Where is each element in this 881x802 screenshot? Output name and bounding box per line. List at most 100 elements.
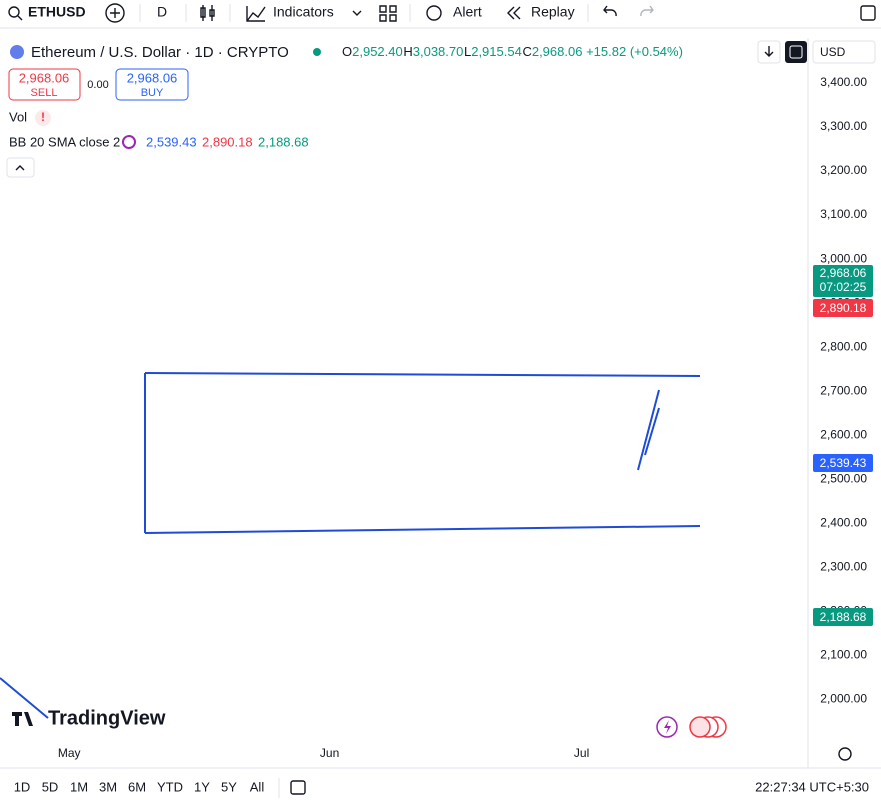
currency[interactable]: USD [820,45,846,59]
last-price: 2,968.06 [820,266,867,280]
range-button[interactable]: 1M [70,779,88,794]
y-tick-label: 2,600.00 [820,427,867,441]
clock[interactable]: 22:27:34 UTC+5:30 [755,779,869,794]
y-tick-label: 3,300.00 [820,119,867,133]
redo[interactable] [640,5,654,17]
time-axis: May Jun Jul [58,746,589,760]
range-button[interactable]: 5Y [221,779,237,794]
range-button[interactable]: 1Y [194,779,210,794]
range-button[interactable]: All [250,779,265,794]
x-tick-label: Jul [574,746,589,760]
trend-line[interactable] [0,677,49,719]
volume-label[interactable]: Vol [9,109,27,124]
collapse-icon [15,165,25,171]
y-tick-label: 2,500.00 [820,471,867,485]
alert-button[interactable]: Alert [453,4,482,20]
price-scale: 2,000.002,100.002,200.002,300.002,400.00… [820,75,867,706]
replay-button[interactable]: Replay [531,4,575,20]
indicator-name[interactable]: BB 20 SMA close 2 [9,134,120,149]
lower-band-box [813,608,873,626]
y-tick-label: 3,000.00 [820,251,867,265]
last-price-box [813,265,873,297]
y-tick-label: 3,200.00 [820,163,867,177]
interval[interactable]: D [157,4,167,20]
add-symbol-plus [110,8,120,18]
layouts[interactable] [379,5,397,22]
trend-line[interactable] [644,407,660,456]
volume-warning[interactable] [35,110,51,126]
add-symbol[interactable] [105,3,125,23]
buy-price[interactable]: 2,968.06 [127,70,178,85]
sell-label[interactable]: SELL [31,87,58,99]
range-bar: 1D 5D 1M 3M 6M YTD 1Y 5Y All [14,779,265,794]
trend-line[interactable] [144,372,701,377]
legend: Ethereum / U.S. Dollar · 1D · CRYPTO O2,… [6,40,876,178]
buy-label[interactable]: BUY [141,87,164,99]
price-scale-labels: 2,968.06 07:02:25 2,890.18 2,539.43 2,18… [813,265,873,626]
replay-icon[interactable] [507,6,521,20]
search-icon-handle [17,15,23,21]
y-tick-label: 2,800.00 [820,339,867,353]
settings[interactable] [838,747,852,761]
x-tick-label: May [58,746,81,760]
dropdown[interactable] [352,10,362,16]
search-icon[interactable] [8,6,20,18]
c-label: C [522,44,531,59]
range-button[interactable]: 3M [99,779,117,794]
undo[interactable] [603,5,617,17]
brand-logo [12,712,33,726]
x-tick-label: Jun [320,746,339,760]
branding: TradingView [12,707,852,761]
currency-box[interactable] [812,40,876,64]
y-tick-label: 3,100.00 [820,207,867,221]
lower-band-price: 2,188.68 [820,610,867,624]
goto-date[interactable] [290,780,306,795]
indicator-upper: 2,890.18 [202,134,253,149]
symbol[interactable]: ETHUSD [28,4,86,20]
toolbar: ETHUSD D Indicators Alert Replay [0,3,881,29]
fullscreen[interactable] [860,5,876,21]
upper-band-price: 2,890.18 [820,301,867,315]
h-value: 3,038.70 [413,44,464,59]
o-value: 2,952.40 [352,44,403,59]
arrow [764,46,774,57]
range-button[interactable]: YTD [157,779,183,794]
range-button[interactable]: 6M [128,779,146,794]
range-button[interactable]: 1D [14,779,31,794]
brand-name: TradingView [48,707,166,729]
indicators-button[interactable]: Indicators [273,4,334,20]
screenshot[interactable] [785,41,807,63]
basis-price: 2,539.43 [820,456,867,470]
trend-line[interactable] [144,525,701,534]
countdown: 07:02:25 [820,280,867,294]
basis-box [813,454,873,472]
spread: 0.00 [87,79,108,91]
ohlc: O2,952.40 H3,038.70 L2,915.54 C2,968.06 … [342,44,683,59]
trend-line[interactable] [637,389,660,471]
symbol-logo [10,45,24,59]
y-tick-label: 2,100.00 [820,648,867,662]
sell-price[interactable]: 2,968.06 [19,70,70,85]
alert-icon[interactable] [426,5,442,21]
c-value: 2,968.06 [532,44,583,59]
range-button[interactable]: 5D [42,779,59,794]
buy-button[interactable] [115,68,189,101]
indicator-basis: 2,539.43 [146,134,197,149]
indicator-icon[interactable] [122,135,136,149]
symbol-title[interactable]: Ethereum / U.S. Dollar · 1D · CRYPTO [31,44,289,61]
collapse-legend[interactable] [6,157,35,178]
y-tick-label: 2,400.00 [820,515,867,529]
o-label: O [342,44,352,59]
flag-icon[interactable] [689,716,711,738]
y-tick-label: 2,000.00 [820,692,867,706]
plot-area [0,372,701,719]
events-bolt [664,720,671,734]
h-label: H [403,44,412,59]
y-tick-label: 2,300.00 [820,560,867,574]
chart-type[interactable] [200,5,215,21]
y-tick-label: 2,700.00 [820,383,867,397]
sell-button[interactable] [8,68,81,101]
indicators-icon[interactable] [246,6,266,22]
l-value: 2,915.54 [471,44,522,59]
